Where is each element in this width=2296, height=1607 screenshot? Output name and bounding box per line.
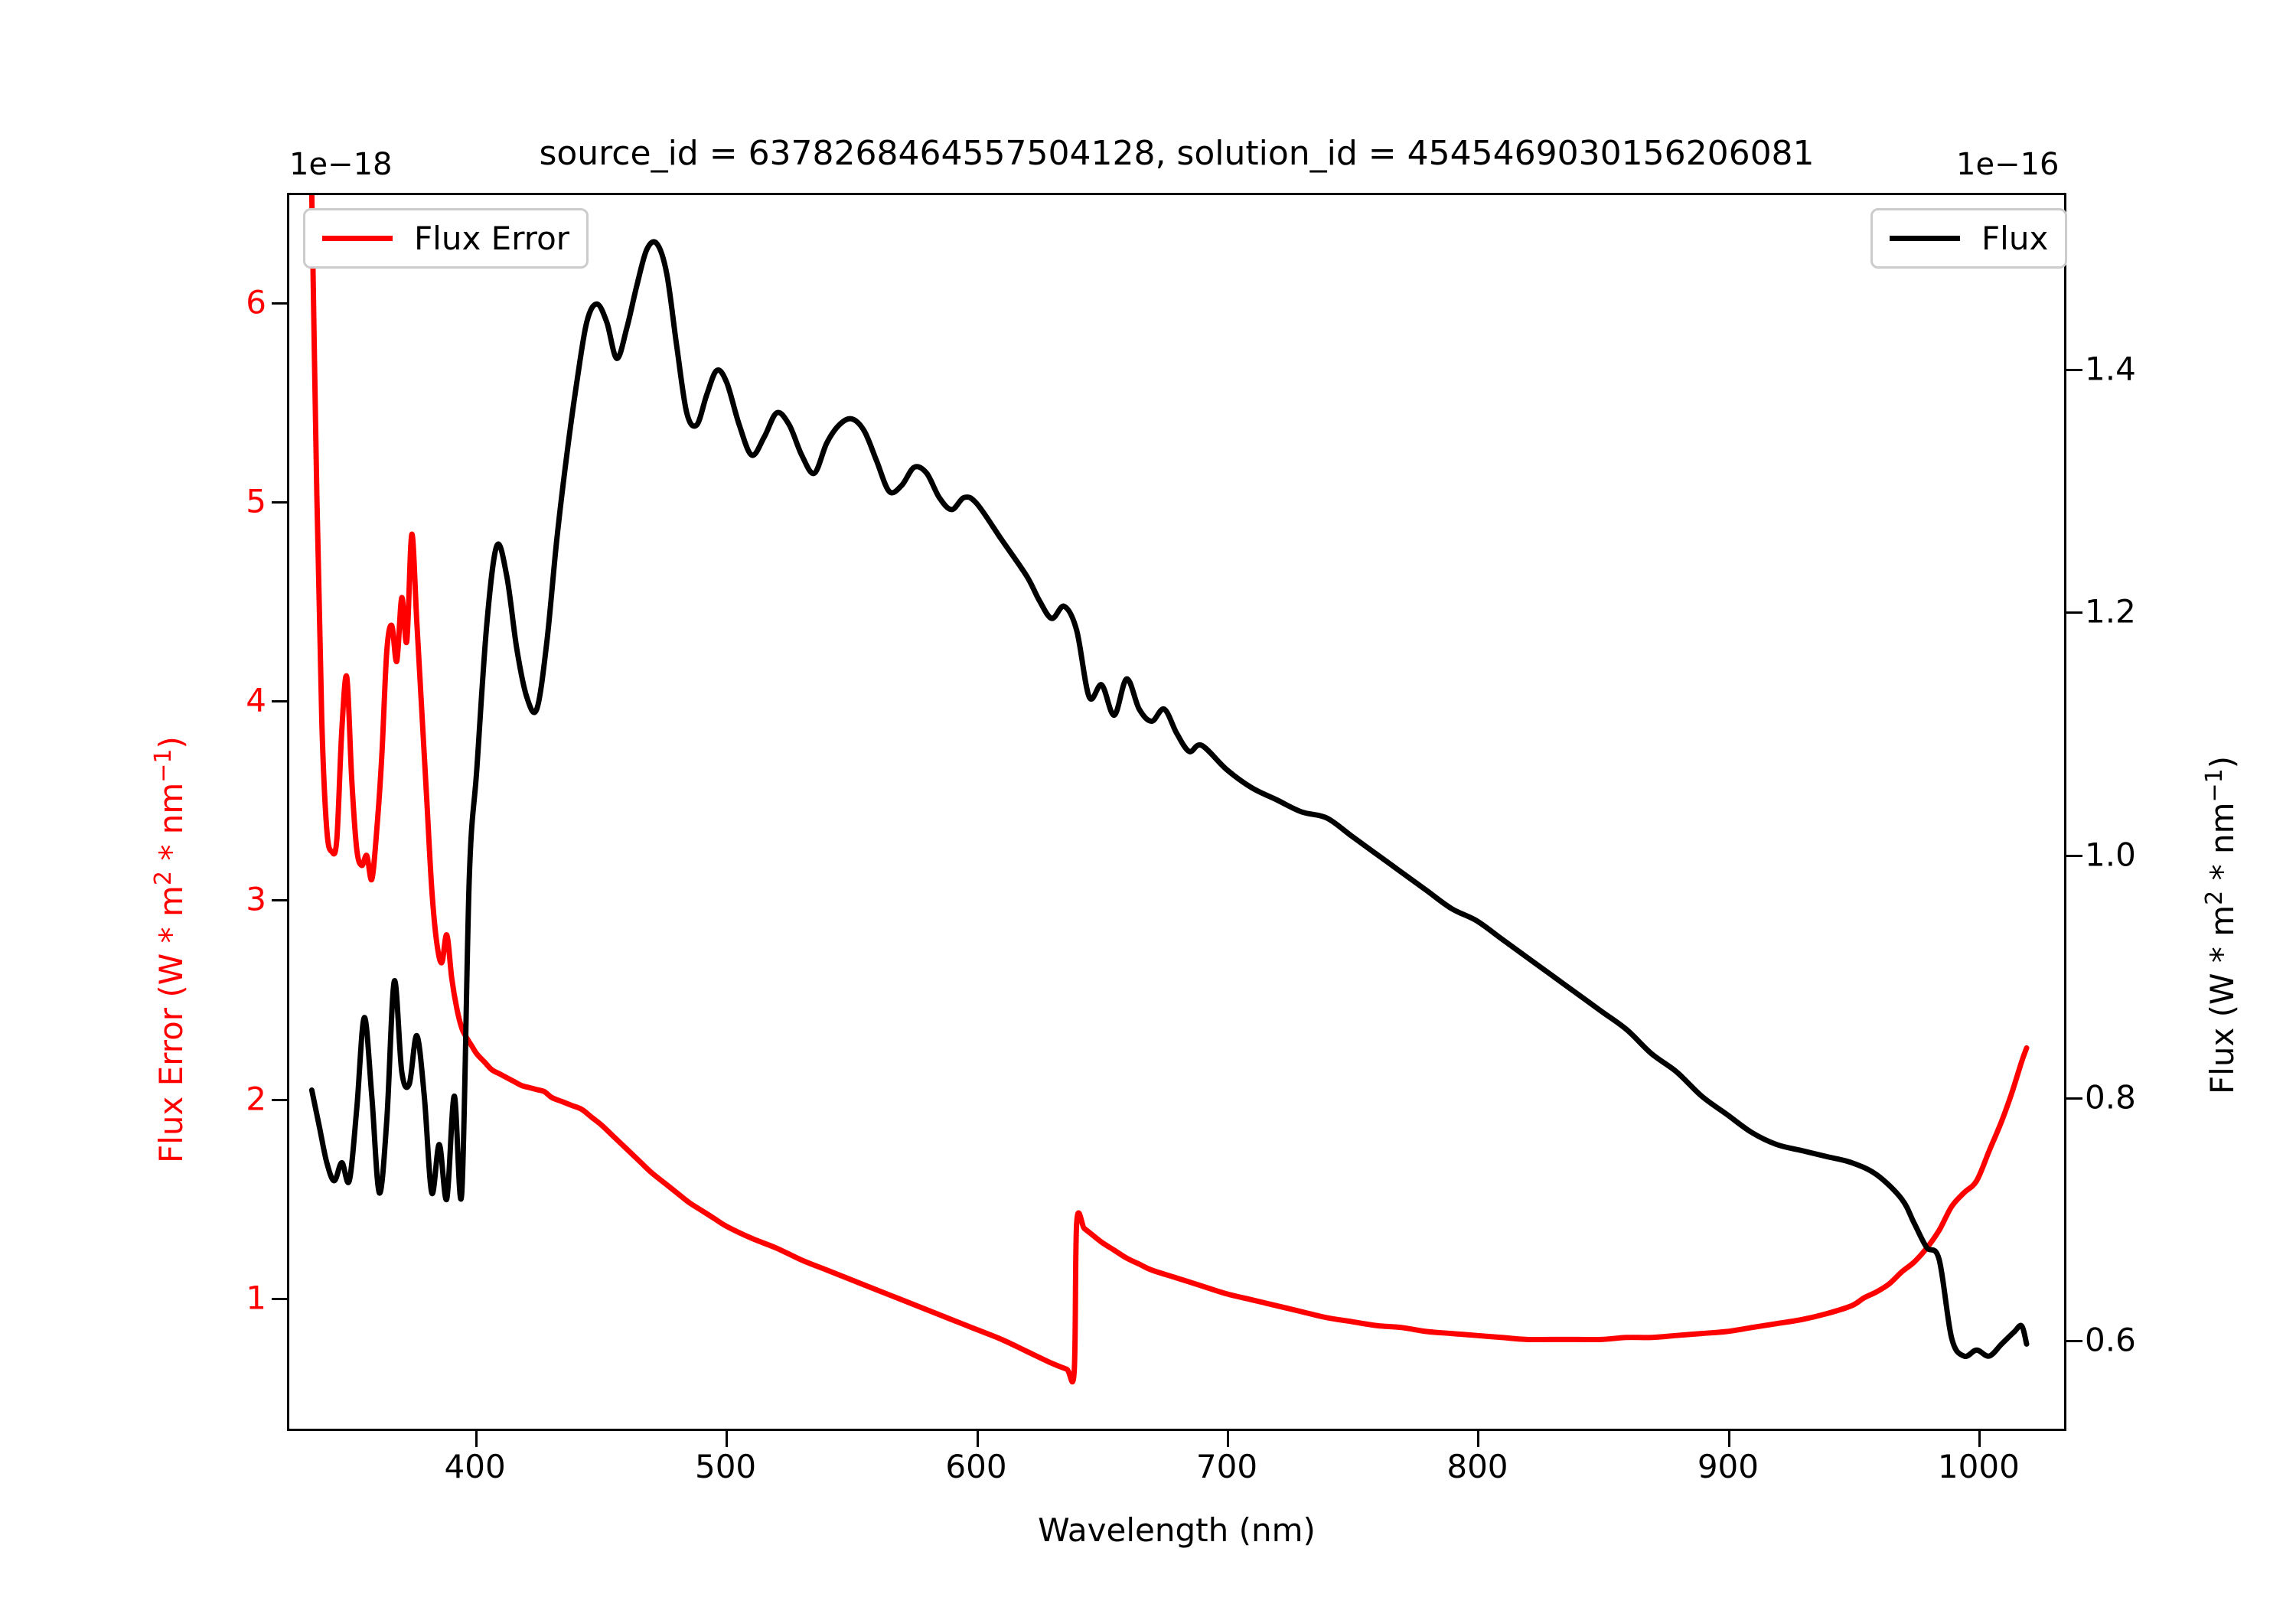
right-axis-offset-label: 1e−16 xyxy=(1956,147,2060,182)
right-y-axis-label-sup2: 2 xyxy=(2201,890,2228,905)
x-tick-mark xyxy=(726,1431,729,1447)
left-y-tick-label-6: 6 xyxy=(246,283,266,321)
x-tick-mark xyxy=(1477,1431,1480,1447)
legend-line-flux-icon xyxy=(1890,236,1960,241)
legend-flux-error[interactable]: Flux Error xyxy=(303,208,589,269)
right-y-tick-mark xyxy=(2066,1340,2082,1343)
right-y-axis-label-pre: Flux (W * m xyxy=(2203,905,2241,1094)
x-tick-mark xyxy=(1978,1431,1981,1447)
x-tick-label-400: 400 xyxy=(444,1448,506,1485)
left-y-tick-mark xyxy=(272,1297,288,1300)
left-y-tick-mark xyxy=(272,700,288,703)
right-y-axis-label-exp: −1 xyxy=(2201,768,2228,803)
x-tick-mark xyxy=(1727,1431,1730,1447)
x-tick-label-600: 600 xyxy=(945,1448,1007,1485)
right-y-tick-mark xyxy=(2066,369,2082,371)
left-y-axis-label: Flux Error (W * m2 * nm−1) xyxy=(150,736,190,1163)
x-tick-mark xyxy=(1226,1431,1229,1447)
flux-curve xyxy=(308,239,2030,1360)
left-y-axis-label-pre: Flux Error (W * m xyxy=(152,885,190,1163)
right-y-tick-label-1.4: 1.4 xyxy=(2085,350,2136,388)
x-tick-label-900: 900 xyxy=(1697,1448,1759,1485)
right-y-tick-label-1.2: 1.2 xyxy=(2085,592,2136,631)
right-y-tick-mark xyxy=(2066,854,2082,857)
x-axis-label: Wavelength (nm) xyxy=(1038,1511,1316,1549)
left-y-tick-label-1: 1 xyxy=(246,1279,266,1317)
right-y-tick-label-0.8: 0.8 xyxy=(2085,1078,2136,1116)
right-y-axis-label: Flux (W * m2 * nm−1) xyxy=(2201,756,2241,1094)
plot-area xyxy=(308,195,2030,1385)
left-y-axis-label-post: * nm xyxy=(152,782,190,871)
right-y-tick-label-0.6: 0.6 xyxy=(2085,1321,2136,1359)
left-y-tick-mark xyxy=(272,1098,288,1101)
left-y-tick-mark xyxy=(272,501,288,504)
right-y-tick-mark xyxy=(2066,1097,2082,1100)
x-tick-mark xyxy=(475,1431,478,1447)
left-y-axis-label-exp: −1 xyxy=(150,748,177,783)
left-y-axis-label-sup2: 2 xyxy=(150,871,177,886)
legend-flux[interactable]: Flux xyxy=(1870,208,2068,269)
chart-title: source_id = 6378268464557504128, solutio… xyxy=(539,134,1815,173)
left-y-tick-label-4: 4 xyxy=(246,681,266,719)
x-tick-mark xyxy=(976,1431,979,1447)
right-y-tick-mark xyxy=(2066,611,2082,614)
left-y-axis-label-close: ) xyxy=(152,736,190,749)
legend-label-flux: Flux xyxy=(1981,220,2049,257)
legend-label-flux-error: Flux Error xyxy=(414,220,570,257)
right-y-axis-label-close: ) xyxy=(2203,755,2241,769)
left-y-tick-mark xyxy=(272,302,288,305)
x-tick-label-1000: 1000 xyxy=(1937,1448,2020,1485)
left-y-tick-label-5: 5 xyxy=(246,482,266,520)
plot-axes xyxy=(287,193,2066,1431)
left-axis-offset-label: 1e−18 xyxy=(289,147,393,182)
legend-line-flux-error-icon xyxy=(322,236,393,241)
left-y-tick-mark xyxy=(272,899,288,902)
x-tick-label-800: 800 xyxy=(1446,1448,1508,1485)
right-y-axis-label-post: * nm xyxy=(2203,802,2241,891)
left-y-tick-label-3: 3 xyxy=(246,880,266,918)
x-tick-label-700: 700 xyxy=(1195,1448,1258,1485)
right-y-tick-label-1.0: 1.0 xyxy=(2085,836,2136,874)
x-tick-label-500: 500 xyxy=(694,1448,757,1485)
flux-error-curve xyxy=(308,195,2030,1385)
left-y-tick-label-2: 2 xyxy=(246,1080,266,1118)
